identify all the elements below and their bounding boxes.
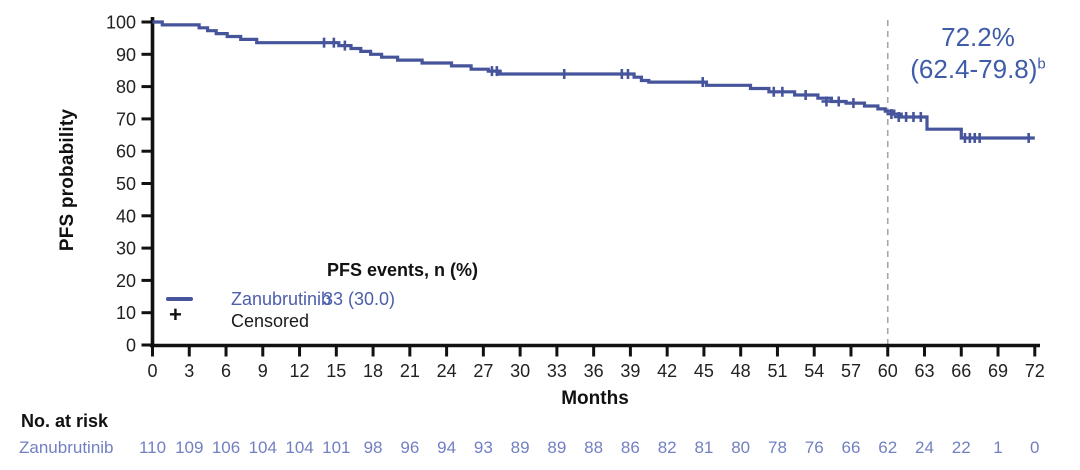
at-risk-value: 96 xyxy=(400,438,420,457)
at-risk-value: 88 xyxy=(584,438,604,457)
at-risk-value: 104 xyxy=(285,438,314,457)
at-risk-header: No. at risk xyxy=(21,411,109,431)
y-tick-label: 90 xyxy=(116,45,136,65)
at-risk-value: 82 xyxy=(657,438,677,457)
x-tick-label: 0 xyxy=(147,361,157,381)
x-tick-label: 30 xyxy=(510,361,530,381)
at-risk-value: 0 xyxy=(1030,438,1040,457)
at-risk-value: 86 xyxy=(620,438,640,457)
y-axis-title: PFS probability xyxy=(57,108,78,252)
x-tick-label: 6 xyxy=(221,361,231,381)
x-tick-label: 3 xyxy=(184,361,194,381)
at-risk-value: 80 xyxy=(731,438,751,457)
x-tick-label: 33 xyxy=(547,361,567,381)
at-risk-value: 22 xyxy=(951,438,971,457)
annotation-footnote-marker: b xyxy=(1037,55,1046,73)
legend-header: PFS events, n (%) xyxy=(327,260,479,280)
y-tick-label: 70 xyxy=(116,109,136,129)
y-tick-label: 10 xyxy=(116,303,136,323)
x-tick-label: 51 xyxy=(767,361,787,381)
landmark-annotation-line1: 72.2% xyxy=(941,22,1015,52)
x-tick-label: 63 xyxy=(914,361,934,381)
at-risk-value: 98 xyxy=(363,438,383,457)
censored-marker-icon: + xyxy=(169,302,182,327)
x-tick-label: 69 xyxy=(988,361,1008,381)
x-tick-label: 39 xyxy=(620,361,640,381)
at-risk-value: 101 xyxy=(322,438,351,457)
y-tick-label: 20 xyxy=(116,271,136,291)
at-risk-value: 110 xyxy=(138,438,167,457)
series-line-swatch xyxy=(166,297,193,301)
at-risk-value: 89 xyxy=(510,438,530,457)
km-curve-zanubrutinib xyxy=(152,20,1035,140)
at-risk-value: 94 xyxy=(437,438,457,457)
x-axis-title: Months xyxy=(561,388,629,409)
y-tick-label: 40 xyxy=(116,206,136,226)
x-tick-label: 9 xyxy=(258,361,268,381)
landmark-annotation-line2: (62.4-79.8) xyxy=(910,53,1038,84)
at-risk-value: 78 xyxy=(767,438,787,457)
x-tick-label: 42 xyxy=(657,361,677,381)
at-risk-values-row: 110 109 106 104 104 101 98 96 94 93 89 89 88 86 82 81 80… xyxy=(0,438,1080,460)
y-tick-label: 50 xyxy=(116,174,136,194)
x-tick-label: 21 xyxy=(400,361,420,381)
x-tick-label: 45 xyxy=(694,361,714,381)
x-tick-label: 57 xyxy=(841,361,861,381)
at-risk-value: 1 xyxy=(993,438,1003,457)
x-tick-label: 72 xyxy=(1025,361,1045,381)
at-risk-value: 76 xyxy=(804,438,824,457)
at-risk-value: 109 xyxy=(175,438,204,457)
legend-censored-label: Censored xyxy=(231,311,310,331)
y-tick-label: 0 xyxy=(126,336,136,356)
y-tick-label: 30 xyxy=(116,239,136,259)
at-risk-value: 93 xyxy=(473,438,493,457)
x-tick-label: 48 xyxy=(731,361,751,381)
x-tick-label: 15 xyxy=(326,361,346,381)
landmark-annotation: 72.2% (62.4-79.8)b xyxy=(884,22,1072,85)
at-risk-value: 104 xyxy=(248,438,277,457)
x-tick-label: 36 xyxy=(584,361,604,381)
at-risk-value: 81 xyxy=(694,438,714,457)
at-risk-value: 106 xyxy=(211,438,241,457)
at-risk-value: 24 xyxy=(915,438,934,457)
x-tick-label: 12 xyxy=(290,361,310,381)
legend-series-label: Zanubrutinib xyxy=(231,289,332,309)
at-risk-row-label: Zanubrutinib xyxy=(19,438,114,457)
x-tick-label: 27 xyxy=(473,361,493,381)
x-tick-label: 54 xyxy=(804,361,824,381)
y-tick-label: 100 xyxy=(106,13,136,33)
y-tick-label: 80 xyxy=(116,77,136,97)
legend-series-events-value: 33 (30.0) xyxy=(323,289,396,309)
y-tick-label: 60 xyxy=(116,142,136,162)
at-risk-value: 62 xyxy=(878,438,898,457)
x-tick-label: 66 xyxy=(951,361,971,381)
at-risk-value: 89 xyxy=(547,438,567,457)
at-risk-value: 66 xyxy=(841,438,861,457)
x-tick-label: 18 xyxy=(363,361,383,381)
x-tick-label: 60 xyxy=(878,361,898,381)
x-tick-label: 24 xyxy=(437,361,457,381)
